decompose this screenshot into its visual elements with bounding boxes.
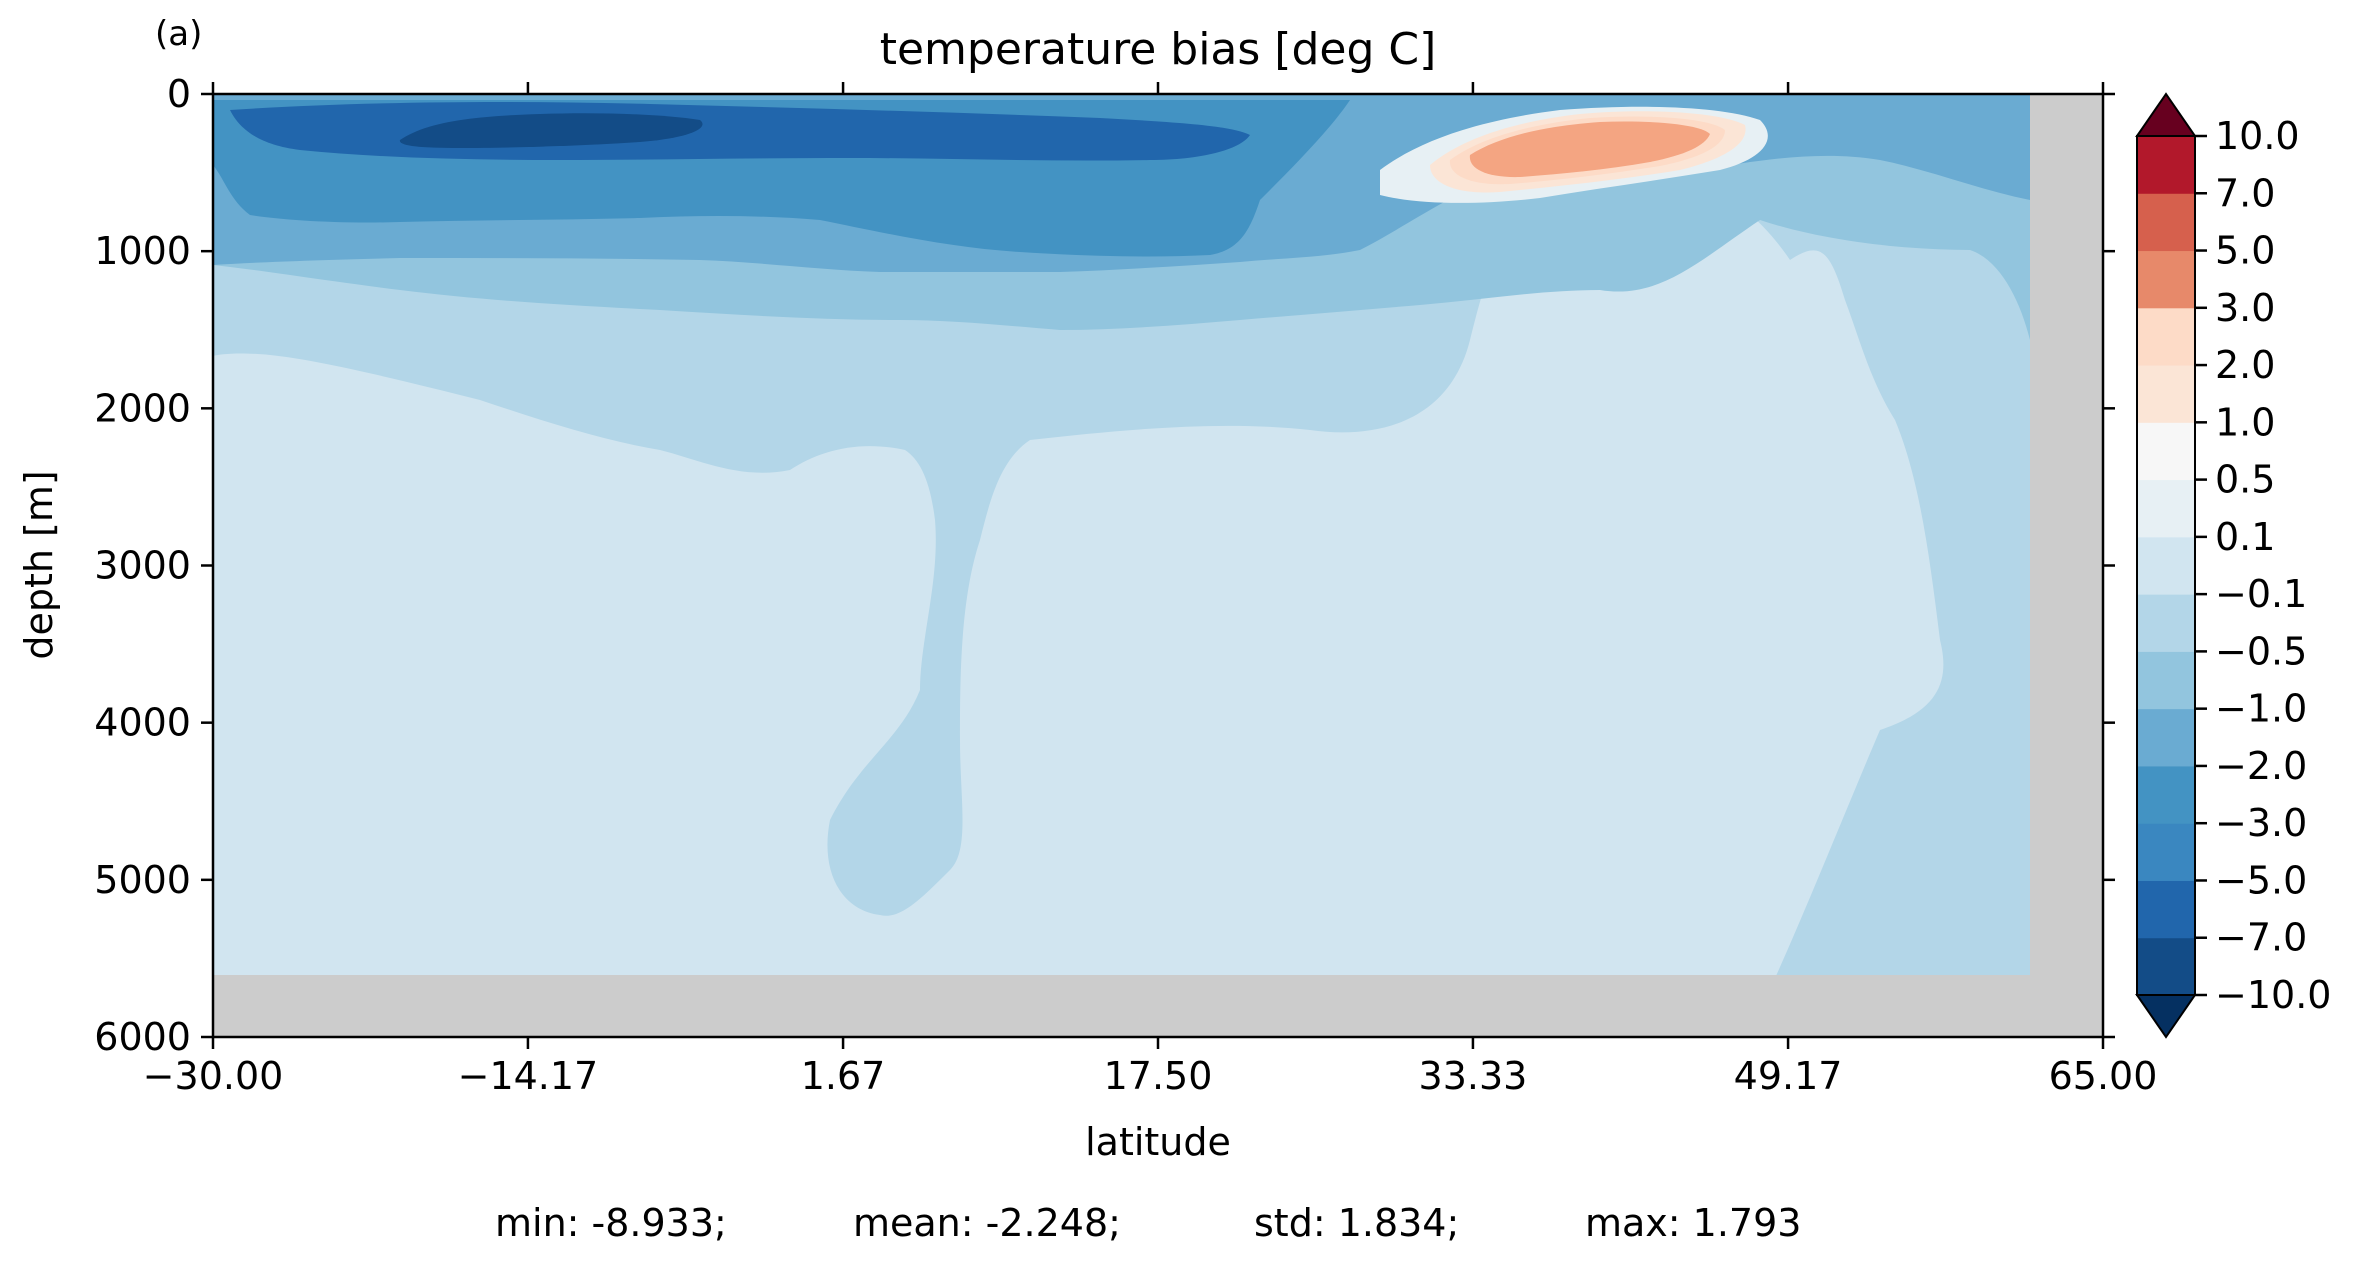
colorbar-tick-label: −5.0 (2215, 858, 2307, 902)
colorbar-tick-label: −2.0 (2215, 744, 2307, 788)
colorbar-segment (2137, 823, 2195, 881)
no-data-right (2030, 94, 2103, 1037)
y-tick-label: 5000 (94, 858, 191, 902)
x-tick-label: 33.33 (1419, 1054, 1528, 1098)
x-tick-label: 1.67 (801, 1054, 886, 1098)
contour-band-m2-m1 (213, 94, 2030, 976)
colorbar-tick-label: 1.0 (2215, 400, 2275, 444)
x-tick-label: −30.00 (143, 1054, 284, 1098)
colorbar-segment (2137, 937, 2195, 996)
colorbar-segment (2137, 594, 2195, 652)
colorbar-segment (2137, 880, 2195, 939)
y-tick-label: 2000 (94, 386, 191, 430)
x-axis-ticks: −30.00 −14.17 1.67 17.50 33.33 49.17 65.00 (143, 82, 2158, 1098)
y-tick-label: 3000 (94, 544, 191, 588)
warm-anomaly (1380, 106, 1768, 203)
colorbar-extend-max (2135, 92, 2197, 137)
colorbar-tick-label: 5.0 (2215, 229, 2275, 273)
stats-footer: min: -8.933; mean: -2.248; std: 1.834; m… (495, 1201, 1801, 1245)
colorbar-tick-label: −10.0 (2215, 973, 2331, 1017)
colorbar-segment (2137, 479, 2195, 538)
colorbar-segment (2137, 765, 2195, 824)
y-tick-label: 6000 (94, 1015, 191, 1059)
colorbar: −10.0 −7.0 −5.0 −3.0 −2.0 −1.0 −0.5 −0.1 0.1 0.5 1… (2135, 92, 2331, 1039)
colorbar-segment (2137, 365, 2195, 423)
y-axis-label: depth [m] (17, 470, 61, 659)
colorbar-tick-label: 10.0 (2215, 114, 2300, 158)
y-tick-label: 0 (167, 72, 191, 116)
y-axis-ticks: 0 1000 2000 3000 4000 5000 6000 (94, 72, 2115, 1059)
colorbar-extend-min (2135, 994, 2197, 1039)
panel-label: (a) (155, 14, 202, 54)
no-data-mask (213, 94, 2103, 1037)
colorbar-segment (2137, 307, 2195, 366)
colorbar-tick-label: −1.0 (2215, 687, 2307, 731)
colorbar-segment (2137, 193, 2195, 252)
colorbar-segment (2137, 136, 2195, 194)
colorbar-tick-label: 7.0 (2215, 171, 2275, 215)
stat-min: min: -8.933; (495, 1201, 727, 1245)
colorbar-segment (2137, 708, 2195, 767)
x-axis-label: latitude (1085, 1120, 1231, 1164)
x-tick-label: 17.50 (1104, 1054, 1213, 1098)
colorbar-segment (2137, 536, 2195, 595)
x-tick-label: −14.17 (458, 1054, 599, 1098)
colorbar-tick-label: 2.0 (2215, 343, 2275, 387)
colorbar-frame (2136, 135, 2196, 996)
colorbar-tick-label: 3.0 (2215, 286, 2275, 330)
x-tick-label: 49.17 (1734, 1054, 1843, 1098)
y-tick-label: 1000 (94, 229, 191, 273)
warm-band-1 (1469, 121, 1710, 178)
colorbar-tick-label: −0.1 (2215, 572, 2307, 616)
no-data-bottom (213, 975, 2103, 1037)
stat-max: max: 1.793 (1585, 1201, 1801, 1245)
stat-mean: mean: -2.248; (853, 1201, 1121, 1245)
x-tick-label: 65.00 (2049, 1054, 2158, 1098)
y-tick-label: 4000 (94, 701, 191, 745)
colorbar-tick-label: −3.0 (2215, 801, 2307, 845)
colorbar-tick-label: 0.5 (2215, 458, 2275, 502)
stat-std: std: 1.834; (1254, 1201, 1459, 1245)
colorbar-tick-label: −0.5 (2215, 629, 2307, 673)
colorbar-segment (2137, 422, 2195, 481)
colorbar-tick-label: −7.0 (2215, 916, 2307, 960)
colorbar-segment (2137, 250, 2195, 309)
contour-band-below-m10 (399, 113, 703, 148)
chart-title: temperature bias [deg C] (880, 24, 1437, 75)
colorbar-segment (2137, 651, 2195, 710)
colorbar-tick-label: 0.1 (2215, 515, 2275, 559)
contour-field (213, 94, 2103, 1037)
